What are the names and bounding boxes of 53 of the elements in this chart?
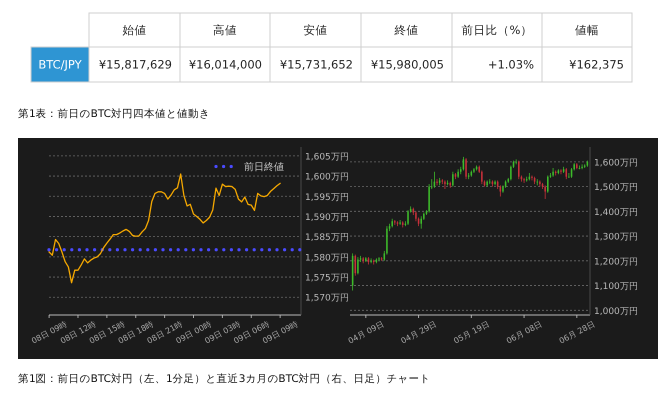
text: 第1表：前日のBTC対円四本値と値動き — [18, 107, 210, 120]
y-tick-label: 1,600万円 — [594, 158, 638, 168]
candlestick — [465, 158, 467, 180]
candlestick — [462, 156, 464, 171]
y-tick-label: 1,600万円 — [305, 172, 349, 183]
category-label: BTC/JPY — [38, 58, 82, 72]
candlestick — [452, 171, 454, 187]
y-tick-label: 1,580万円 — [305, 253, 349, 264]
text: ¥15,817,629 — [98, 58, 172, 72]
category-label: 終値 — [394, 23, 418, 37]
x-tick-label: 04月 09日 — [346, 319, 386, 346]
y-tick-label: 1,575万円 — [305, 274, 349, 284]
text: ¥162,375 — [569, 58, 624, 72]
y-tick-label: 1,000万円 — [594, 306, 638, 317]
category-label: 前日比（%） — [462, 23, 532, 37]
category-label: 値幅 — [575, 23, 599, 37]
category-label: 始値 — [122, 23, 146, 37]
candlestick — [407, 210, 409, 226]
candlestick — [436, 178, 438, 186]
legend-label: 前日終値 — [244, 161, 284, 173]
candlestick — [500, 184, 502, 197]
text: ¥15,980,005 — [370, 58, 444, 72]
candlestick — [357, 256, 359, 275]
candlestick — [518, 160, 520, 180]
candlestick — [396, 220, 398, 227]
candlestick — [354, 254, 356, 276]
candlestick — [415, 210, 417, 222]
candlestick — [378, 256, 380, 262]
y-tick-label: 1,595万円 — [305, 192, 349, 203]
category-label: 安値 — [304, 23, 328, 37]
text: ¥15,731,652 — [280, 58, 353, 72]
y-tick-label: 1,500万円 — [594, 183, 638, 194]
y-tick-label: 1,300万円 — [594, 232, 638, 243]
y-tick-label: 1,400万円 — [594, 208, 638, 218]
text: 第1図：前日のBTC対円（左、1分足）と直近3カ月のBTC対円（右、日足）チャート — [18, 372, 431, 385]
candlestick — [578, 165, 580, 170]
candlestick — [547, 175, 549, 194]
x-tick-label: 06月 08日 — [505, 319, 544, 346]
y-tick-label: 1,590万円 — [305, 212, 349, 223]
candlestick — [434, 171, 436, 188]
text: ¥16,014,000 — [188, 58, 262, 72]
x-tick-label: 05月 19日 — [452, 319, 491, 346]
category-label: 高値 — [213, 23, 237, 37]
y-tick-label: 1,585万円 — [305, 233, 349, 244]
y-tick-label: 1,200万円 — [594, 257, 638, 268]
candlestick — [544, 184, 546, 200]
x-tick-label: 06月 28日 — [558, 319, 596, 346]
y-tick-label: 1,570万円 — [305, 294, 349, 304]
y-tick-label: 1,100万円 — [594, 282, 638, 292]
x-tick-label: 04月 29日 — [400, 319, 438, 346]
text: +1.03% — [488, 58, 534, 72]
y-tick-label: 1,605万円 — [305, 152, 349, 162]
line-series — [48, 173, 281, 284]
